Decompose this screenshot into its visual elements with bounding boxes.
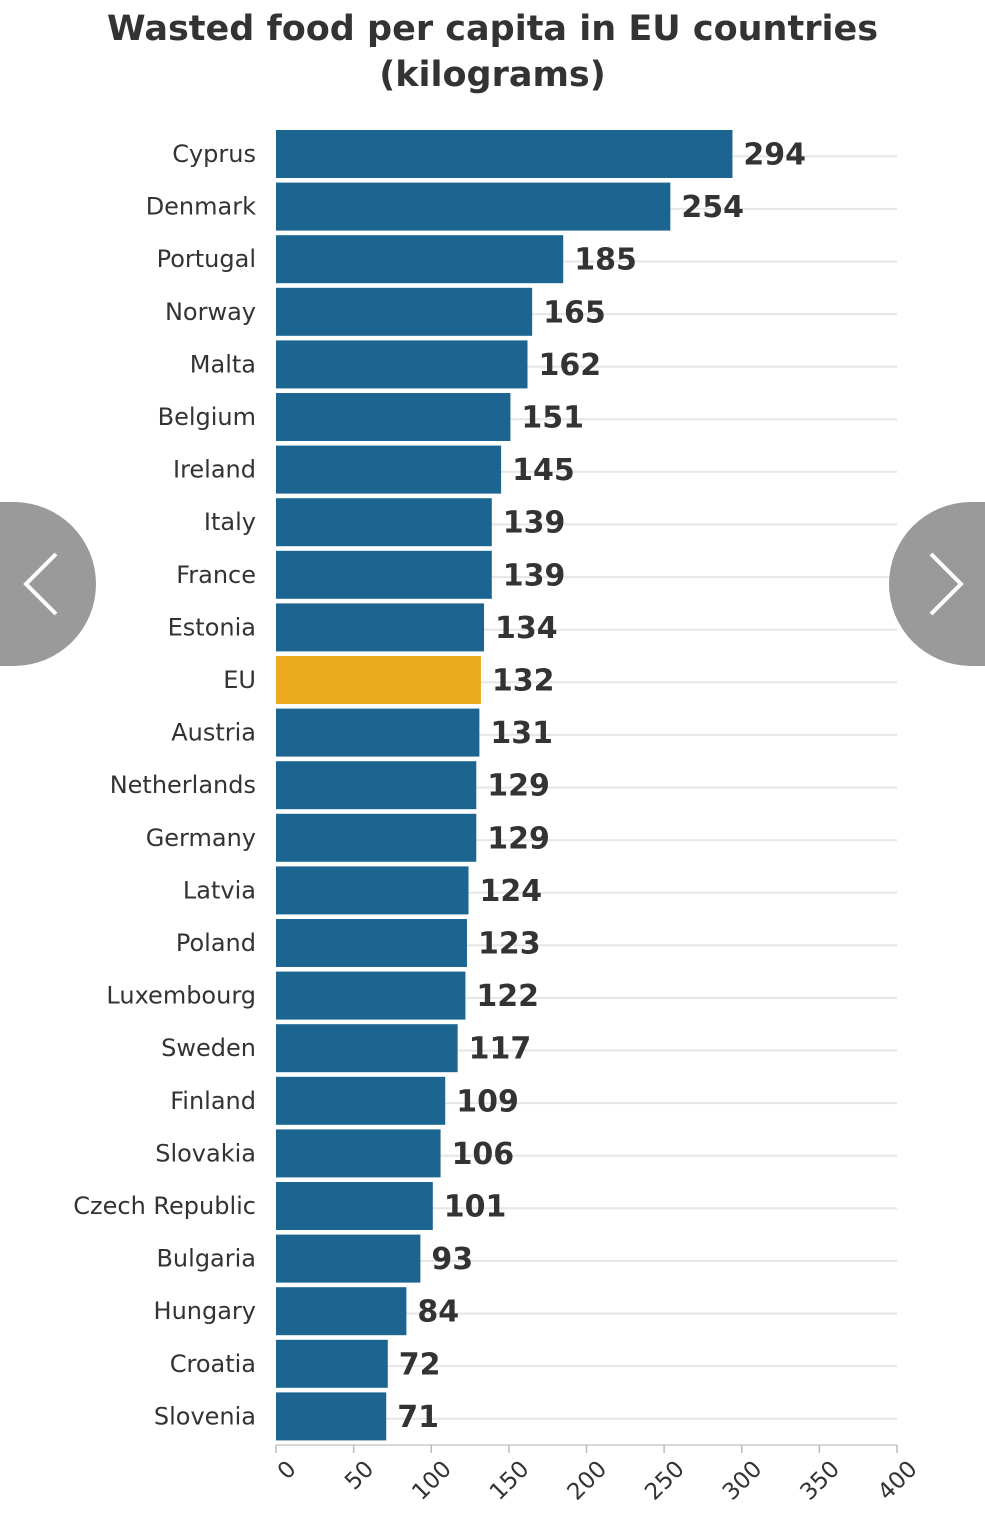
category-label: Portugal <box>157 245 256 273</box>
value-label: 106 <box>452 1137 515 1172</box>
value-label: 129 <box>487 821 550 856</box>
chevron-right-icon <box>929 552 964 616</box>
category-label: Austria <box>171 719 256 747</box>
bar <box>276 445 502 494</box>
category-label: Slovenia <box>154 1402 256 1430</box>
x-tick-label: 200 <box>563 1456 612 1505</box>
bar <box>276 287 533 336</box>
value-label: 122 <box>476 979 539 1014</box>
value-label: 132 <box>492 664 555 699</box>
category-label: Denmark <box>146 193 256 221</box>
category-label: Poland <box>176 929 256 957</box>
value-label: 139 <box>503 558 566 593</box>
value-label: 131 <box>490 716 553 751</box>
category-label: EU <box>223 666 256 694</box>
bar <box>276 1339 388 1388</box>
bar <box>276 182 671 231</box>
category-label: Croatia <box>170 1350 256 1378</box>
value-label: 117 <box>469 1032 532 1067</box>
category-label: Cyprus <box>172 140 256 168</box>
category-label: Belgium <box>158 403 256 431</box>
value-label: 139 <box>503 506 566 541</box>
x-tick-label: 350 <box>796 1456 845 1505</box>
bar <box>276 971 466 1020</box>
value-label: 134 <box>495 611 558 646</box>
value-label: 109 <box>456 1084 519 1119</box>
value-label: 151 <box>521 401 584 436</box>
category-label: Ireland <box>173 456 256 484</box>
bar <box>276 1076 446 1125</box>
bar <box>276 708 480 757</box>
bar <box>276 498 492 547</box>
bar <box>276 1287 407 1336</box>
chart-title-line-1: Wasted food per capita in EU countries <box>106 9 879 49</box>
value-label: 123 <box>478 927 541 962</box>
category-label: Czech Republic <box>73 1192 256 1220</box>
bar <box>276 1129 441 1178</box>
x-tick-label: 150 <box>485 1456 534 1505</box>
category-label: Netherlands <box>110 771 256 799</box>
x-tick-label: 50 <box>340 1456 379 1495</box>
value-label: 129 <box>487 769 550 804</box>
value-label: 72 <box>399 1347 441 1382</box>
category-label: Hungary <box>154 1297 256 1325</box>
value-label: 185 <box>574 243 637 278</box>
x-tick-label: 400 <box>873 1456 922 1505</box>
bar <box>276 603 485 652</box>
category-label: Slovakia <box>155 1139 256 1167</box>
x-tick-label: 0 <box>273 1456 302 1485</box>
chevron-left-icon <box>23 552 58 616</box>
category-label: Sweden <box>161 1034 256 1062</box>
value-label: 145 <box>512 453 575 488</box>
category-label: Luxembourg <box>106 982 256 1010</box>
category-label: Finland <box>170 1087 256 1115</box>
chart-title-line-2: (kilograms) <box>379 55 606 95</box>
category-label: Norway <box>165 298 256 326</box>
category-label: Italy <box>204 508 256 536</box>
value-label: 254 <box>681 190 744 225</box>
bar <box>276 550 492 599</box>
bar <box>276 761 477 810</box>
bar <box>276 656 481 704</box>
category-label: Bulgaria <box>156 1245 256 1273</box>
value-label: 162 <box>539 348 602 383</box>
value-label: 124 <box>480 874 543 909</box>
category-label: Germany <box>146 824 256 852</box>
bar <box>276 1182 433 1230</box>
bar <box>276 1234 421 1283</box>
bar <box>276 130 733 178</box>
value-label: 165 <box>543 295 606 330</box>
category-label: Latvia <box>183 876 256 904</box>
chart-title: Wasted food per capita in EU countries (… <box>0 6 985 98</box>
bar <box>276 340 528 389</box>
value-label: 93 <box>431 1242 473 1277</box>
bar <box>276 813 477 862</box>
value-label: 71 <box>397 1400 439 1435</box>
bar <box>276 393 511 441</box>
bar <box>276 1024 458 1073</box>
x-tick-label: 100 <box>407 1456 456 1505</box>
value-label: 101 <box>444 1190 507 1225</box>
category-label: France <box>176 561 256 589</box>
category-label: Malta <box>190 350 256 378</box>
x-tick-label: 300 <box>718 1456 767 1505</box>
value-label: 294 <box>743 138 806 173</box>
value-label: 84 <box>417 1295 459 1330</box>
bar <box>276 866 469 915</box>
category-label: Estonia <box>168 613 256 641</box>
bar <box>276 235 564 284</box>
x-tick-label: 250 <box>640 1456 689 1505</box>
bar <box>276 919 467 967</box>
bar <box>276 1392 387 1441</box>
